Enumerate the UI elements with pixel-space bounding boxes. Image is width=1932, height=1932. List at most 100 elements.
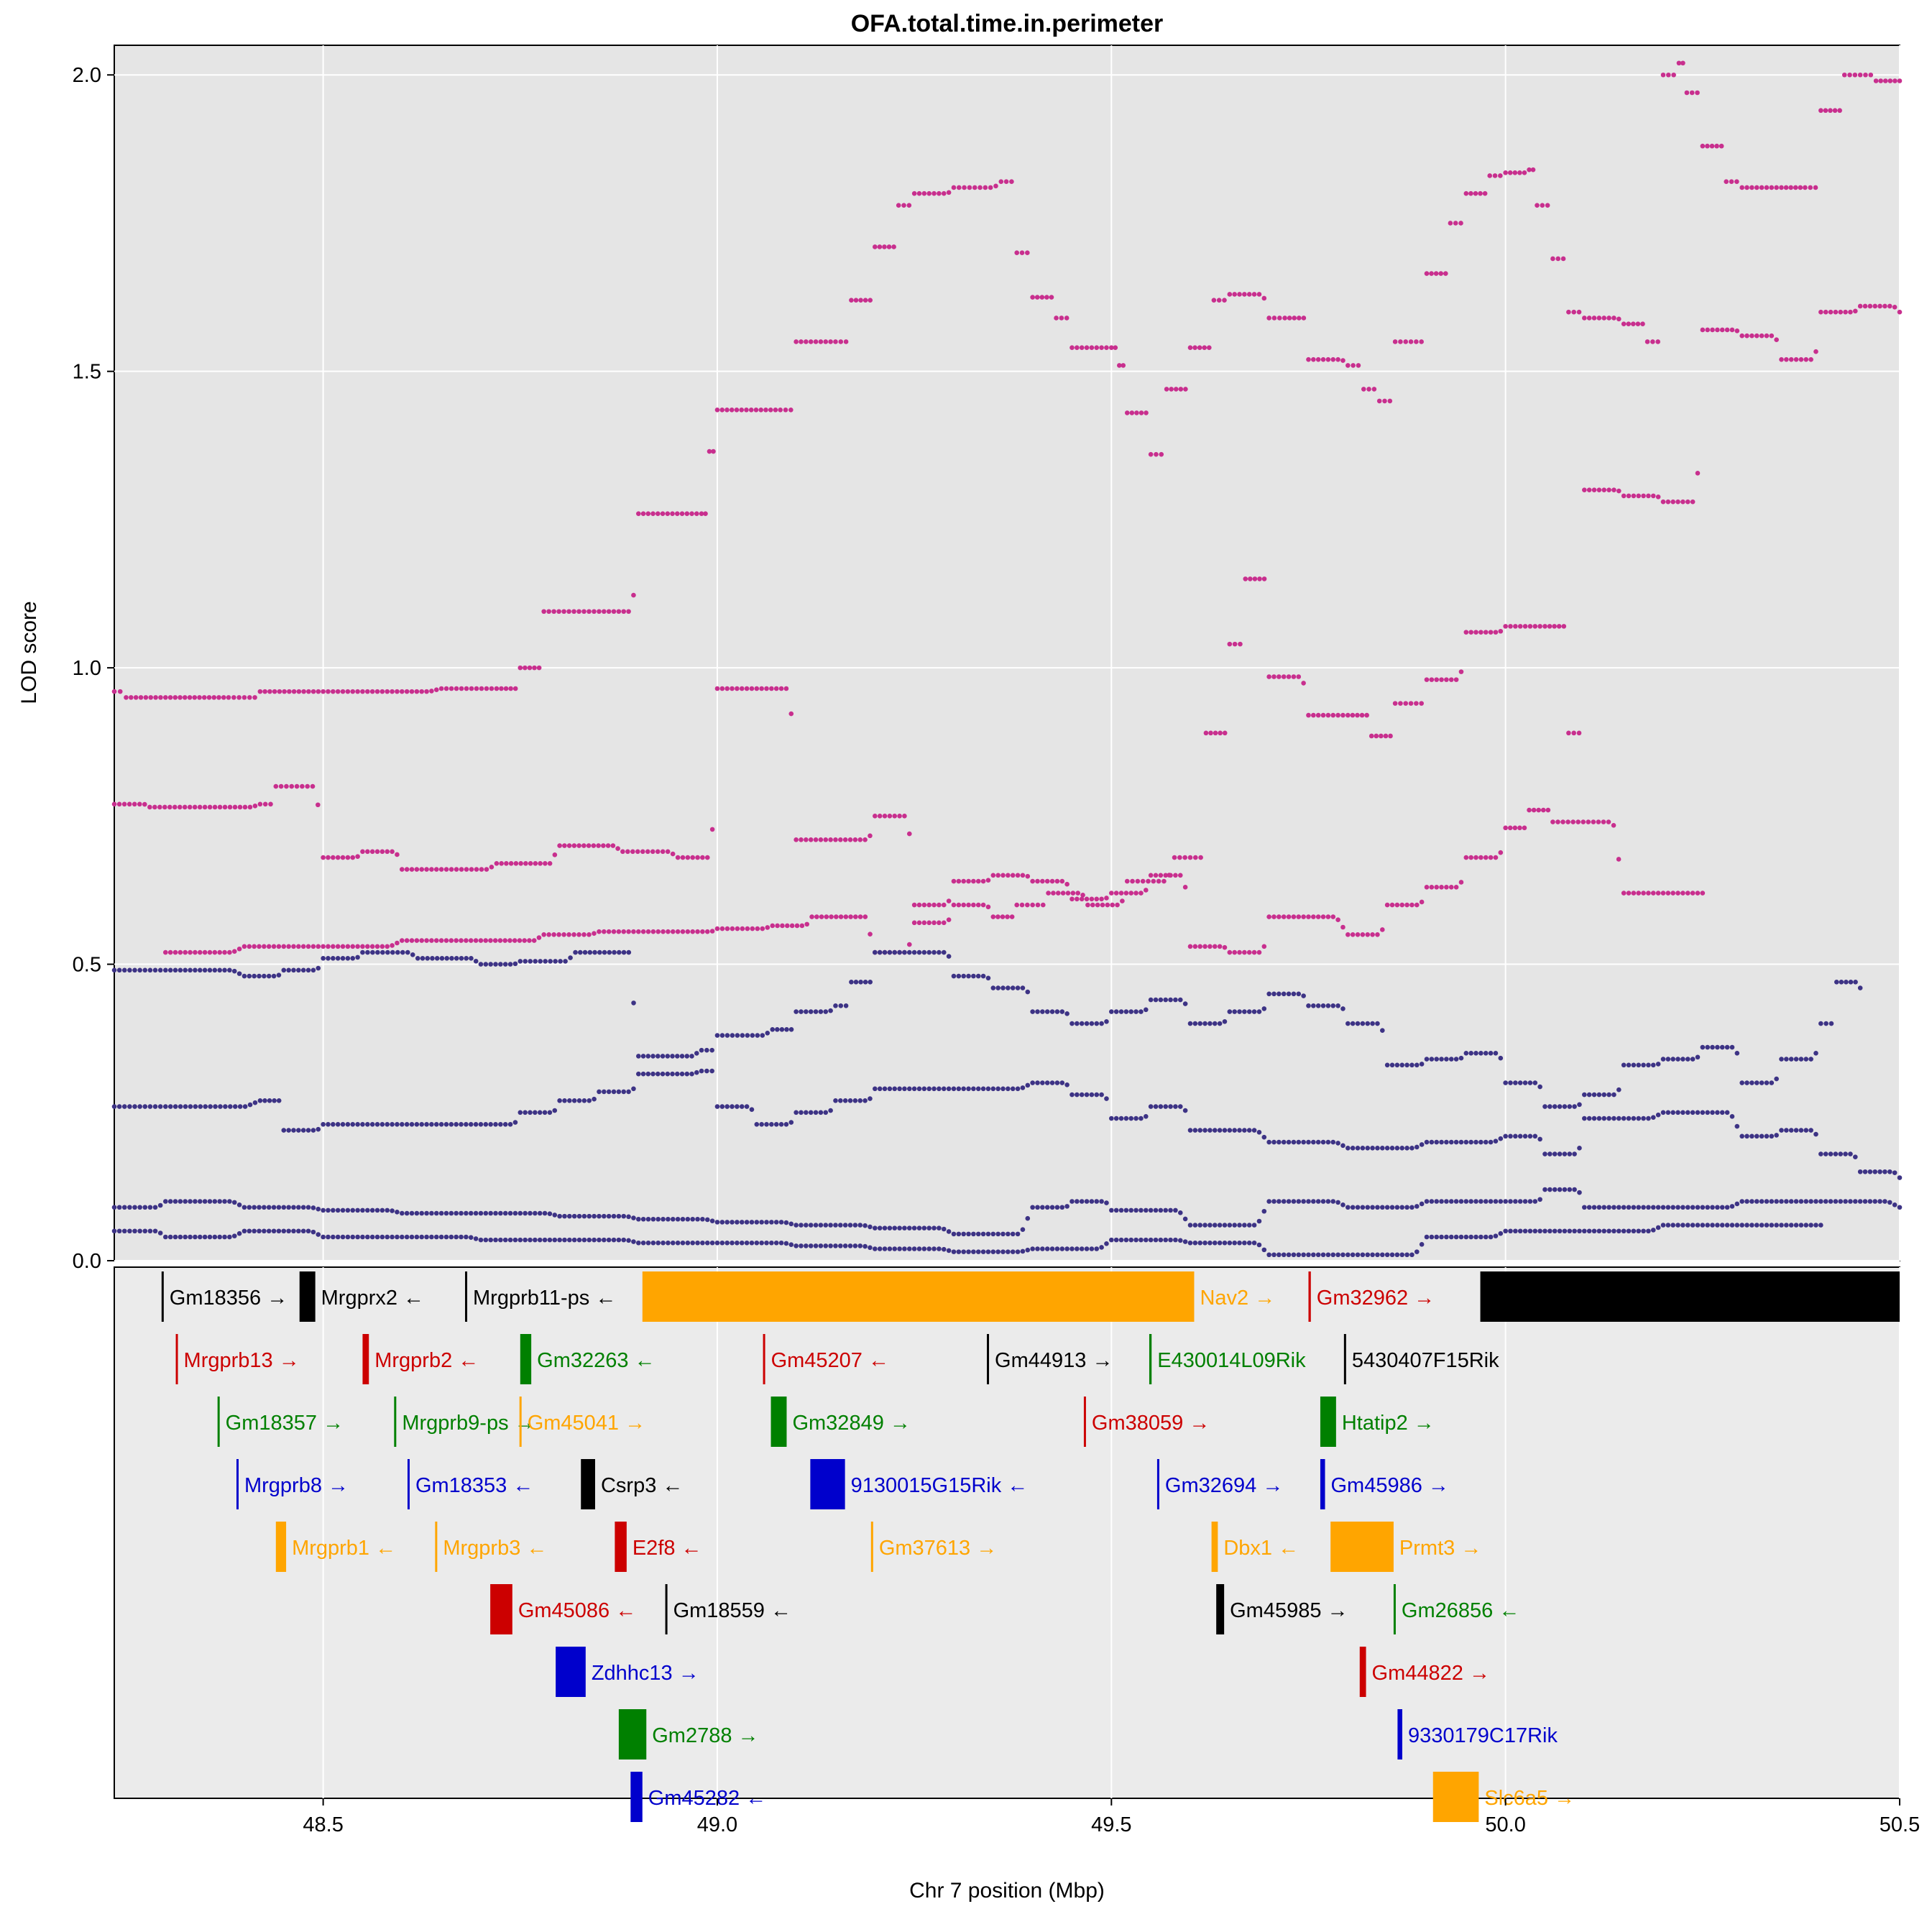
lod-point <box>1046 891 1051 896</box>
lod-point <box>414 867 420 872</box>
lod-point <box>1003 179 1009 185</box>
lod-point <box>581 843 586 848</box>
lod-point <box>937 1086 942 1092</box>
lod-point <box>1666 72 1671 78</box>
lod-point <box>1887 303 1892 309</box>
lod-point <box>1537 1136 1542 1142</box>
lod-point <box>1724 1110 1730 1116</box>
lod-point <box>178 1199 183 1204</box>
lod-point <box>300 783 305 789</box>
lod-point <box>1754 185 1760 190</box>
lod-point <box>1173 873 1178 878</box>
lod-point <box>1754 1199 1760 1204</box>
lod-point <box>1749 1199 1754 1204</box>
lod-point <box>405 949 410 955</box>
lod-point <box>586 609 592 615</box>
lod-point <box>300 1228 306 1234</box>
lod-point <box>1458 221 1463 226</box>
lod-point <box>1394 1252 1400 1258</box>
lod-point <box>533 959 538 964</box>
gene-panel <box>114 1266 1900 1799</box>
lod-point <box>266 944 272 949</box>
lod-point <box>788 711 794 717</box>
lod-point <box>877 1225 883 1230</box>
lod-point <box>621 1089 627 1095</box>
gene-bar-Gm45986 <box>1320 1459 1325 1509</box>
lod-point <box>1392 701 1398 706</box>
lod-point <box>1227 292 1233 297</box>
lod-point <box>1099 1199 1104 1204</box>
lod-point <box>335 1121 341 1127</box>
lod-point <box>1015 985 1021 990</box>
lod-point <box>660 511 666 516</box>
lod-point <box>1243 576 1248 581</box>
lod-point <box>804 1110 809 1116</box>
lod-point <box>670 1216 676 1222</box>
lod-point <box>289 783 295 789</box>
lod-point <box>488 962 493 967</box>
lod-point <box>494 686 500 691</box>
lod-point <box>1567 1187 1573 1192</box>
lod-point <box>528 1237 533 1243</box>
lod-point <box>1843 309 1848 315</box>
lod-point <box>804 1009 809 1014</box>
lod-point <box>1419 701 1424 706</box>
lod-point <box>1517 1133 1523 1139</box>
lod-point <box>916 190 922 196</box>
lod-point <box>533 1110 538 1116</box>
gene-bar-Zdhhc13 <box>556 1647 586 1697</box>
lod-point <box>340 944 346 949</box>
lod-point <box>635 1054 641 1059</box>
lod-point <box>1158 1104 1164 1109</box>
lod-point <box>1202 1223 1208 1228</box>
lod-point <box>951 878 957 884</box>
lod-point <box>1379 927 1385 932</box>
lod-point <box>1094 345 1100 350</box>
lod-point <box>1665 499 1671 505</box>
lod-point <box>1823 1199 1828 1204</box>
lod-point <box>799 339 804 344</box>
lod-point <box>536 665 542 671</box>
lod-point <box>1059 316 1064 321</box>
lod-point <box>592 1237 597 1243</box>
lod-point <box>424 1210 429 1216</box>
lod-point <box>980 1086 986 1092</box>
lod-point <box>606 609 612 615</box>
gene-bar-9330179C17Rik <box>1397 1709 1402 1760</box>
lod-point <box>116 1104 122 1109</box>
lod-point <box>469 867 474 872</box>
lod-point <box>1075 891 1081 896</box>
lod-point <box>1468 855 1473 860</box>
lod-point <box>162 695 168 700</box>
lod-point <box>1813 185 1818 190</box>
lod-point <box>207 1199 213 1204</box>
lod-point <box>1635 321 1641 326</box>
lod-point <box>1109 1208 1114 1213</box>
lod-point <box>1138 1237 1144 1243</box>
lod-point <box>581 1237 587 1243</box>
lod-point <box>842 837 848 842</box>
lod-point <box>1424 1234 1430 1240</box>
lod-point <box>1877 303 1882 309</box>
lod-point <box>635 849 640 855</box>
lod-point <box>1070 1021 1075 1026</box>
lod-point <box>488 1210 493 1216</box>
lod-point <box>813 339 819 344</box>
lod-point <box>1355 1145 1361 1151</box>
lod-point <box>661 1216 666 1222</box>
lod-point <box>116 801 122 807</box>
lod-point <box>1542 1151 1547 1156</box>
lod-point <box>680 929 686 934</box>
lod-point <box>1311 914 1316 919</box>
lod-point <box>1419 1142 1425 1147</box>
lod-point <box>1853 980 1858 985</box>
lod-point <box>142 1228 148 1234</box>
lod-point <box>714 926 720 932</box>
lod-point <box>502 1121 508 1127</box>
lod-point <box>473 959 479 964</box>
lod-point <box>1388 733 1393 739</box>
lod-point <box>1187 944 1193 949</box>
lod-point <box>1531 807 1537 813</box>
lod-point <box>508 686 513 691</box>
lod-point <box>326 1234 331 1240</box>
